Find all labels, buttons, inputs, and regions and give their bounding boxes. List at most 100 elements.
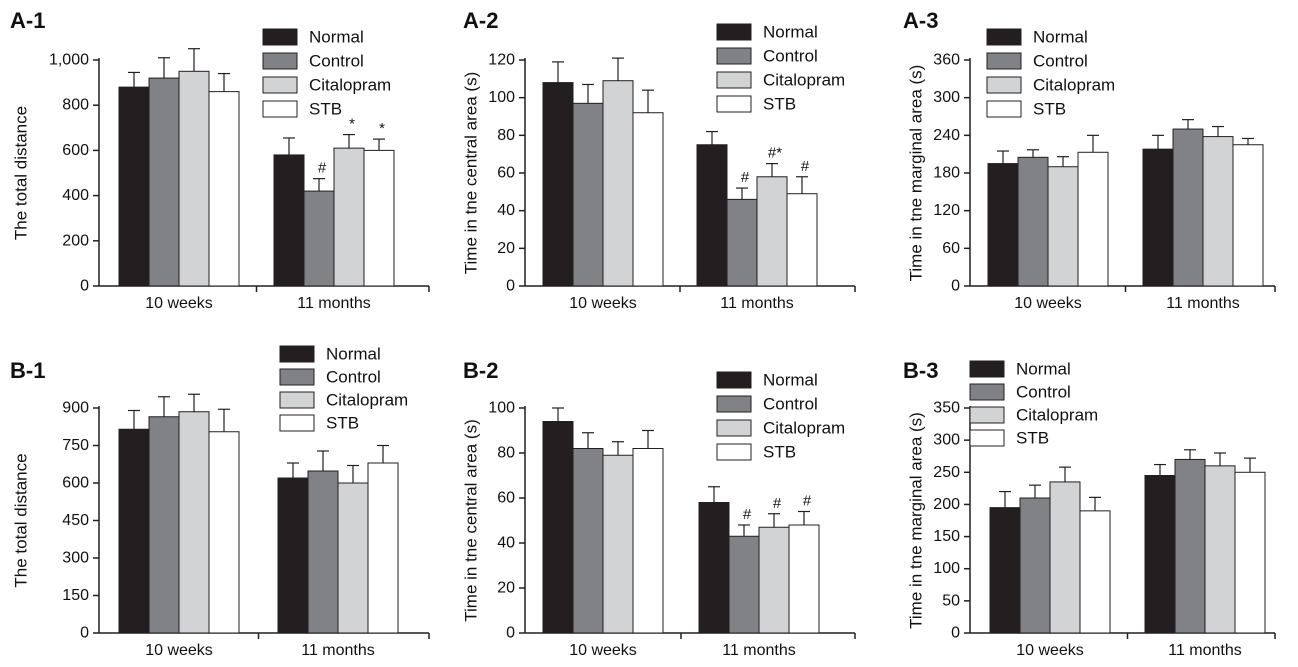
legend-swatch-normal <box>262 28 298 46</box>
legend-label-control: Control <box>763 395 818 414</box>
y-tick-label: 60 <box>497 490 515 507</box>
y-tick-label: 350 <box>933 400 960 417</box>
bar-stb <box>1079 510 1111 634</box>
bar-control <box>303 190 335 287</box>
y-tick-label: 250 <box>933 464 960 481</box>
y-tick-label: 0 <box>80 278 89 295</box>
legend-swatch-citalopram <box>716 71 752 89</box>
bar-stb <box>788 524 820 634</box>
legend-swatch-citalopram <box>716 419 752 437</box>
legend-swatch-control <box>262 52 298 70</box>
bar-normal <box>698 502 730 634</box>
legend-label-control: Control <box>1033 52 1088 71</box>
y-tick-label: 600 <box>62 475 89 492</box>
y-tick-label: 300 <box>933 432 960 449</box>
bar-stb <box>367 462 399 634</box>
bar-stb <box>632 448 664 634</box>
y-tick-label: 40 <box>497 202 515 219</box>
y-tick-label: 0 <box>506 625 515 642</box>
bar-stb <box>632 112 664 287</box>
legend-swatch-citalopram <box>969 406 1005 424</box>
bar-control <box>1017 156 1049 287</box>
legend-swatch-control <box>969 383 1005 401</box>
y-tick-label: 80 <box>497 127 515 144</box>
y-tick-label: 120 <box>933 202 960 219</box>
bar-stb <box>1077 151 1109 287</box>
y-tick-label: 200 <box>933 496 960 513</box>
y-tick-label: 20 <box>497 240 515 257</box>
y-tick-label: 20 <box>497 580 515 597</box>
panel-label: B-1 <box>10 358 45 383</box>
bar-citalopram <box>758 526 790 634</box>
bar-citalopram <box>337 482 369 634</box>
x-tick-label: 11 months <box>722 642 796 659</box>
bar-citalopram <box>178 70 210 287</box>
bar-control <box>1174 458 1206 634</box>
y-axis-label: Time in tne marginal area (s) <box>906 65 925 282</box>
y-axis-label: Time in tne marginal area (s) <box>906 412 925 629</box>
bar-citalopram <box>1049 481 1081 634</box>
legend-swatch-control <box>279 368 315 386</box>
significance-mark: # <box>801 158 810 175</box>
y-tick-label: 0 <box>951 278 960 295</box>
legend-label-citalopram: Citalopram <box>1016 406 1098 425</box>
significance-mark: # <box>773 495 782 512</box>
x-tick-label: 11 months <box>1166 295 1240 312</box>
y-axis-label: Time in tne central area (s) <box>461 72 480 275</box>
panel-b-3: B-3 Time in tne marginal area (s) 0 50 100 15… <box>903 358 1276 659</box>
y-tick-label: 450 <box>62 512 89 529</box>
panel-label: A-2 <box>463 8 498 33</box>
legend-label-normal: Normal <box>1033 28 1088 47</box>
x-tick-label: 11 months <box>297 295 371 312</box>
legend-swatch-citalopram <box>262 76 298 94</box>
bar-control <box>307 470 339 634</box>
bar-normal <box>542 82 574 287</box>
bar-control <box>726 198 758 287</box>
panel-label: A-3 <box>903 8 938 33</box>
y-tick-label: 800 <box>62 97 89 114</box>
bar-stb <box>208 91 240 287</box>
significance-mark: * <box>349 116 355 133</box>
bar-normal <box>1144 475 1176 634</box>
y-tick-label: 100 <box>488 89 515 106</box>
y-tick-label: 200 <box>62 232 89 249</box>
y-tick-label: 300 <box>933 89 960 106</box>
bar-citalopram <box>1047 166 1079 287</box>
legend-swatch-normal <box>986 28 1022 46</box>
panel-a-2: A-2 Time in tne central area (s) 0 20 40 60 80… <box>461 8 856 312</box>
bar-stb <box>208 431 240 634</box>
legend-label-normal: Normal <box>763 371 818 390</box>
bar-citalopram <box>178 411 210 634</box>
legend-label-citalopram: Citalopram <box>309 76 391 95</box>
legend-label-citalopram: Citalopram <box>326 391 408 410</box>
legend-label-stb: STB <box>1016 429 1049 448</box>
y-tick-label: 0 <box>951 625 960 642</box>
y-axis-label: The total distance <box>11 106 30 240</box>
legend-label-control: Control <box>763 47 818 66</box>
legend-swatch-stb <box>986 100 1022 118</box>
x-tick-label: 10 weeks <box>145 642 213 659</box>
legend-swatch-stb <box>262 100 298 118</box>
legend-label-citalopram: Citalopram <box>763 419 845 438</box>
bar-stb <box>1232 144 1264 287</box>
y-tick-label: 50 <box>942 592 960 609</box>
x-tick-label: 10 weeks <box>1016 642 1084 659</box>
bar-normal <box>542 421 574 634</box>
bar-control <box>1019 497 1051 634</box>
bar-control <box>148 77 180 287</box>
panel-label: B-3 <box>903 358 938 383</box>
bar-control <box>572 448 604 634</box>
legend-label-normal: Normal <box>309 28 364 47</box>
legend-swatch-normal <box>969 360 1005 378</box>
legend-label-stb: STB <box>763 443 796 462</box>
y-tick-label: 0 <box>80 625 89 642</box>
y-tick-label: 240 <box>933 127 960 144</box>
legend-swatch-normal <box>279 345 315 363</box>
bar-citalopram <box>1202 136 1234 287</box>
y-tick-label: 150 <box>933 528 960 545</box>
panel-label: A-1 <box>10 8 45 33</box>
bar-stb <box>1234 471 1266 634</box>
legend-label-stb: STB <box>309 100 342 119</box>
legend-label-control: Control <box>326 368 381 387</box>
